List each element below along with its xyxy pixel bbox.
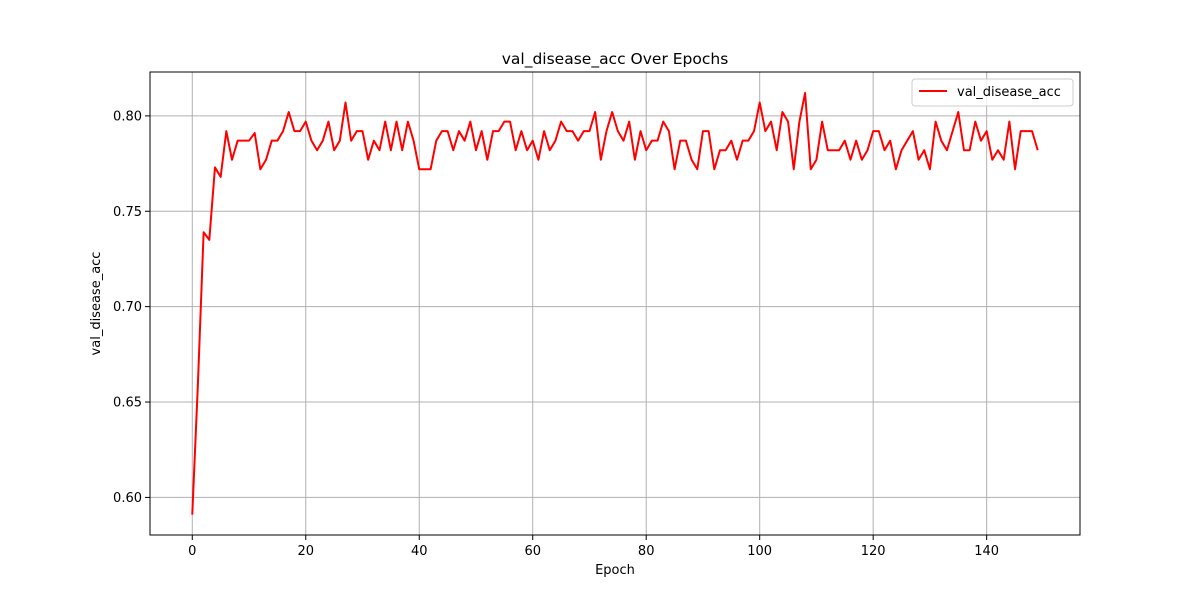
- x-tick-label: 60: [524, 544, 541, 559]
- legend-box: [911, 78, 1074, 107]
- x-tick-label: 20: [297, 544, 314, 559]
- x-tick-label: 0: [188, 544, 196, 559]
- y-axis-label: val_disease_acc: [89, 252, 104, 356]
- series-layer: [191, 91, 1039, 515]
- series-line: [191, 91, 1039, 515]
- y-axis-ticks: 0.60 0.65 0.70 0.75 0.80: [113, 109, 150, 506]
- y-tick-label: 0.80: [113, 109, 142, 124]
- legend: val_disease_acc: [911, 78, 1074, 107]
- x-tick-label: 80: [638, 544, 655, 559]
- chart-title: val_disease_acc Over Epochs: [502, 50, 729, 69]
- y-tick-label: 0.60: [113, 491, 142, 506]
- legend-entry-label: val_disease_acc: [957, 85, 1061, 100]
- x-tick-label: 120: [861, 544, 886, 559]
- x-tick-label: 140: [974, 544, 999, 559]
- x-axis-ticks: 0 20 40 60 80 100 120 140: [188, 535, 999, 559]
- y-tick-label: 0.75: [113, 205, 142, 220]
- y-tick-label: 0.70: [113, 300, 142, 315]
- grid-lines: [150, 72, 1080, 535]
- x-tick-label: 100: [747, 544, 772, 559]
- x-tick-label: 40: [411, 544, 428, 559]
- plot-frame: [149, 71, 1081, 536]
- x-axis-label: Epoch: [595, 563, 635, 578]
- y-tick-label: 0.65: [113, 396, 142, 411]
